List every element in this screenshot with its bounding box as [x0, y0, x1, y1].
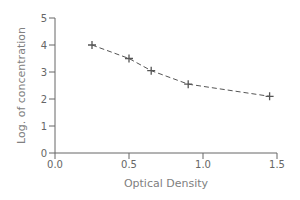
svg-text:3: 3	[41, 67, 47, 78]
svg-text:1.5: 1.5	[269, 159, 285, 170]
svg-text:1.0: 1.0	[195, 159, 211, 170]
svg-text:5: 5	[41, 13, 47, 24]
svg-text:2: 2	[41, 94, 47, 105]
svg-text:4: 4	[41, 40, 47, 51]
svg-text:Optical Density: Optical Density	[124, 177, 209, 190]
svg-text:0.0: 0.0	[47, 159, 63, 170]
svg-text:0: 0	[41, 148, 47, 159]
svg-text:0.5: 0.5	[121, 159, 137, 170]
svg-text:Log. of concentration: Log. of concentration	[15, 27, 28, 144]
svg-text:1: 1	[41, 121, 47, 132]
